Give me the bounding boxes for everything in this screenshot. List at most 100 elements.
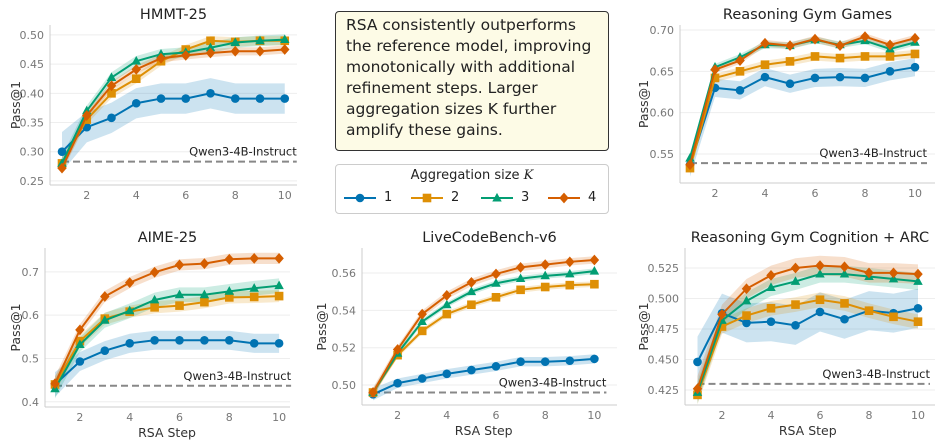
data-point-k2 — [791, 300, 800, 309]
x-tick-label: 4 — [443, 409, 450, 422]
series-line-k1 — [696, 307, 919, 363]
data-point-k1 — [885, 67, 895, 76]
y-tick-label: 0.25 — [20, 175, 45, 188]
y-tick-label: 0.6 — [22, 309, 40, 322]
legend-label: 3 — [521, 190, 530, 205]
legend-marker — [355, 193, 365, 202]
series-line-k1 — [372, 357, 595, 396]
data-point-k1 — [693, 357, 702, 367]
series-line-k4 — [696, 264, 919, 390]
data-point-k1 — [742, 318, 751, 328]
y-tick-label: 0.60 — [650, 107, 675, 120]
legend-marker — [559, 192, 569, 203]
data-point-k1 — [107, 113, 116, 123]
data-point-k1 — [150, 335, 159, 345]
data-point-k4 — [885, 39, 895, 51]
data-point-k3 — [75, 339, 85, 349]
x-axis-label: RSA Step — [138, 425, 196, 440]
data-point-k3 — [741, 295, 752, 305]
data-point-k4 — [515, 262, 526, 273]
data-point-k3 — [815, 268, 825, 278]
data-point-k4 — [82, 110, 92, 121]
data-point-k2 — [810, 52, 820, 61]
series-line-k4 — [61, 48, 285, 169]
data-point-k4 — [565, 256, 575, 268]
data-point-k3 — [255, 35, 265, 45]
data-point-k1 — [206, 89, 215, 98]
legend-marker-square-icon — [411, 193, 443, 202]
y-axis-label: Pass@1 — [636, 80, 651, 128]
annotation-text: RSA consistently outperforms the referen… — [346, 16, 592, 139]
legend-label: 1 — [384, 190, 393, 205]
legend: Aggregation size K 1 2 3 4 — [335, 164, 609, 214]
x-tick-label: 6 — [812, 187, 819, 200]
data-point-k1 — [835, 72, 845, 82]
data-point-k1 — [910, 62, 920, 72]
data-point-k1 — [840, 314, 849, 324]
panel-title: HMMT-25 — [140, 7, 207, 23]
data-point-k3 — [790, 276, 801, 285]
data-point-k2 — [742, 311, 751, 320]
data-point-k1 — [255, 94, 265, 103]
data-point-k2 — [710, 73, 720, 83]
data-point-k4 — [766, 269, 776, 281]
data-point-k4 — [735, 55, 745, 66]
legend-marker — [492, 192, 502, 201]
data-point-k4 — [790, 262, 801, 274]
data-point-k2 — [225, 293, 234, 302]
x-tick-label: 2 — [394, 409, 401, 422]
data-point-k4 — [230, 45, 240, 57]
legend-marker-diamond-icon — [548, 192, 580, 203]
data-point-k3 — [131, 56, 141, 65]
x-tick-label: 2 — [712, 187, 719, 200]
x-tick-label: 8 — [862, 187, 869, 200]
data-point-k4 — [199, 258, 210, 269]
data-point-k1 — [181, 94, 191, 103]
data-point-k1 — [75, 357, 85, 366]
data-point-k2 — [200, 297, 209, 307]
data-point-k3 — [124, 305, 135, 315]
data-point-k1 — [393, 378, 402, 388]
y-tick-label: 0.4 — [22, 396, 40, 409]
data-point-k3 — [565, 268, 575, 278]
x-tick-label: 6 — [176, 411, 183, 424]
data-point-k1 — [467, 365, 476, 375]
y-tick-label: 0.45 — [20, 58, 45, 71]
data-point-k3 — [839, 268, 850, 278]
data-point-k2 — [540, 282, 550, 292]
data-point-k2 — [442, 309, 452, 319]
y-tick-label: 0.65 — [650, 65, 675, 78]
y-axis-label: Pass@1 — [636, 302, 651, 350]
data-point-k1 — [131, 98, 141, 108]
data-point-k2 — [467, 300, 476, 310]
data-point-k2 — [885, 52, 895, 61]
x-tick-label: 2 — [719, 409, 726, 422]
data-point-k2 — [815, 295, 825, 305]
legend-entry-k1: 1 — [344, 190, 392, 205]
data-point-k1 — [175, 335, 184, 345]
data-point-k1 — [225, 335, 234, 345]
data-point-k1 — [590, 354, 599, 364]
x-axis-label: RSA Step — [779, 423, 837, 438]
y-tick-label: 0.70 — [650, 24, 675, 37]
ci-band-k1 — [55, 330, 280, 397]
legend-label: 2 — [451, 190, 460, 205]
ci-band-k4 — [697, 255, 918, 402]
data-point-k4 — [392, 344, 403, 355]
data-point-k1 — [249, 339, 259, 348]
data-point-k4 — [280, 44, 290, 55]
data-point-k3 — [280, 34, 290, 44]
y-tick-label: 0.40 — [20, 87, 45, 100]
data-point-k3 — [174, 289, 185, 299]
data-point-k2 — [785, 57, 795, 66]
series-line-k2 — [372, 283, 595, 394]
data-point-k3 — [491, 278, 501, 287]
data-point-k4 — [368, 387, 378, 398]
data-point-k3 — [417, 316, 427, 325]
data-point-k4 — [785, 40, 795, 52]
data-point-k4 — [741, 283, 752, 295]
data-point-k3 — [224, 286, 235, 295]
data-point-k1 — [516, 357, 525, 366]
data-point-k3 — [205, 42, 216, 52]
x-tick-label: 6 — [182, 189, 189, 202]
